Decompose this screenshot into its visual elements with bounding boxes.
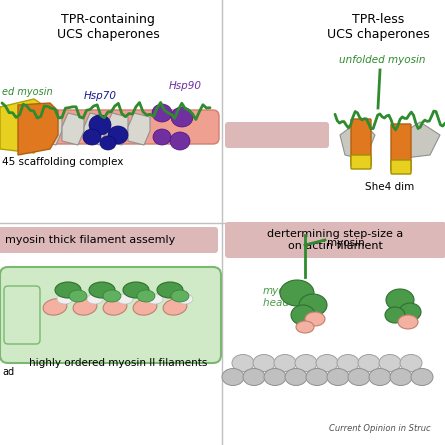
- FancyBboxPatch shape: [0, 267, 221, 363]
- Ellipse shape: [103, 290, 121, 302]
- Polygon shape: [40, 113, 62, 145]
- Ellipse shape: [264, 368, 286, 385]
- Polygon shape: [18, 103, 58, 155]
- Text: unfolded myosin: unfolded myosin: [339, 55, 425, 65]
- Polygon shape: [62, 113, 84, 145]
- Ellipse shape: [69, 290, 87, 302]
- Text: Hsp90: Hsp90: [169, 81, 202, 91]
- Text: 45 scaffolding complex: 45 scaffolding complex: [2, 157, 123, 167]
- Text: ad: ad: [2, 367, 14, 377]
- Ellipse shape: [385, 307, 405, 323]
- Ellipse shape: [232, 355, 254, 372]
- Ellipse shape: [89, 282, 115, 298]
- Ellipse shape: [152, 104, 172, 122]
- Ellipse shape: [133, 299, 157, 315]
- Ellipse shape: [73, 299, 97, 315]
- Ellipse shape: [274, 355, 296, 372]
- Ellipse shape: [147, 294, 163, 304]
- Ellipse shape: [222, 368, 244, 385]
- Ellipse shape: [337, 355, 359, 372]
- Ellipse shape: [327, 368, 349, 385]
- Ellipse shape: [316, 355, 338, 372]
- Ellipse shape: [57, 294, 73, 304]
- Polygon shape: [0, 99, 46, 153]
- FancyBboxPatch shape: [0, 110, 219, 144]
- Polygon shape: [340, 120, 375, 160]
- Ellipse shape: [390, 368, 412, 385]
- Ellipse shape: [398, 315, 418, 329]
- Ellipse shape: [411, 368, 433, 385]
- Text: Current Opinion in Struc: Current Opinion in Struc: [329, 424, 431, 433]
- Ellipse shape: [400, 355, 422, 372]
- Ellipse shape: [83, 129, 101, 145]
- Polygon shape: [84, 113, 106, 145]
- Ellipse shape: [399, 303, 421, 321]
- Ellipse shape: [295, 355, 317, 372]
- Ellipse shape: [379, 355, 401, 372]
- Ellipse shape: [171, 107, 193, 127]
- Ellipse shape: [170, 132, 190, 150]
- FancyBboxPatch shape: [391, 124, 411, 171]
- FancyBboxPatch shape: [225, 122, 329, 148]
- Ellipse shape: [280, 280, 314, 306]
- Ellipse shape: [243, 368, 265, 385]
- Text: Hsp70: Hsp70: [84, 91, 117, 101]
- Text: TPR-containing
UCS chaperones: TPR-containing UCS chaperones: [57, 13, 159, 41]
- Ellipse shape: [117, 294, 133, 304]
- Ellipse shape: [305, 312, 325, 326]
- Text: dertermining step-size a
on actin filament: dertermining step-size a on actin filame…: [267, 229, 403, 251]
- Ellipse shape: [87, 294, 103, 304]
- Polygon shape: [106, 113, 128, 145]
- Text: TPR-less
UCS chaperones: TPR-less UCS chaperones: [327, 13, 429, 41]
- Polygon shape: [400, 122, 440, 158]
- Polygon shape: [18, 113, 40, 145]
- Ellipse shape: [89, 115, 111, 135]
- Text: myosin: myosin: [327, 238, 365, 248]
- Ellipse shape: [43, 299, 67, 315]
- Text: myosin thick filament assemly: myosin thick filament assemly: [5, 235, 175, 245]
- Ellipse shape: [386, 289, 414, 311]
- FancyBboxPatch shape: [351, 119, 371, 166]
- FancyBboxPatch shape: [4, 286, 40, 344]
- Ellipse shape: [291, 305, 315, 325]
- Ellipse shape: [369, 368, 391, 385]
- Ellipse shape: [296, 321, 314, 333]
- Text: ed myosin: ed myosin: [2, 87, 53, 97]
- Text: myosin
head 1: myosin head 1: [263, 286, 300, 308]
- FancyBboxPatch shape: [225, 222, 445, 258]
- Ellipse shape: [358, 355, 380, 372]
- FancyBboxPatch shape: [351, 155, 371, 169]
- Ellipse shape: [163, 299, 187, 315]
- Ellipse shape: [306, 368, 328, 385]
- Ellipse shape: [137, 290, 155, 302]
- Ellipse shape: [103, 299, 127, 315]
- Text: myosin folding: myosin folding: [236, 130, 318, 140]
- Ellipse shape: [253, 355, 275, 372]
- Ellipse shape: [177, 294, 193, 304]
- Ellipse shape: [100, 136, 116, 150]
- Ellipse shape: [108, 126, 128, 144]
- FancyBboxPatch shape: [0, 227, 218, 253]
- Ellipse shape: [55, 282, 81, 298]
- Polygon shape: [128, 113, 150, 145]
- FancyBboxPatch shape: [391, 160, 411, 174]
- Text: highly ordered myosin II filaments: highly ordered myosin II filaments: [29, 358, 207, 368]
- Text: She4 dim: She4 dim: [365, 182, 415, 192]
- Ellipse shape: [157, 282, 183, 298]
- Ellipse shape: [123, 282, 149, 298]
- Ellipse shape: [171, 290, 189, 302]
- Ellipse shape: [153, 129, 171, 145]
- Ellipse shape: [348, 368, 370, 385]
- Ellipse shape: [299, 294, 327, 316]
- Ellipse shape: [285, 368, 307, 385]
